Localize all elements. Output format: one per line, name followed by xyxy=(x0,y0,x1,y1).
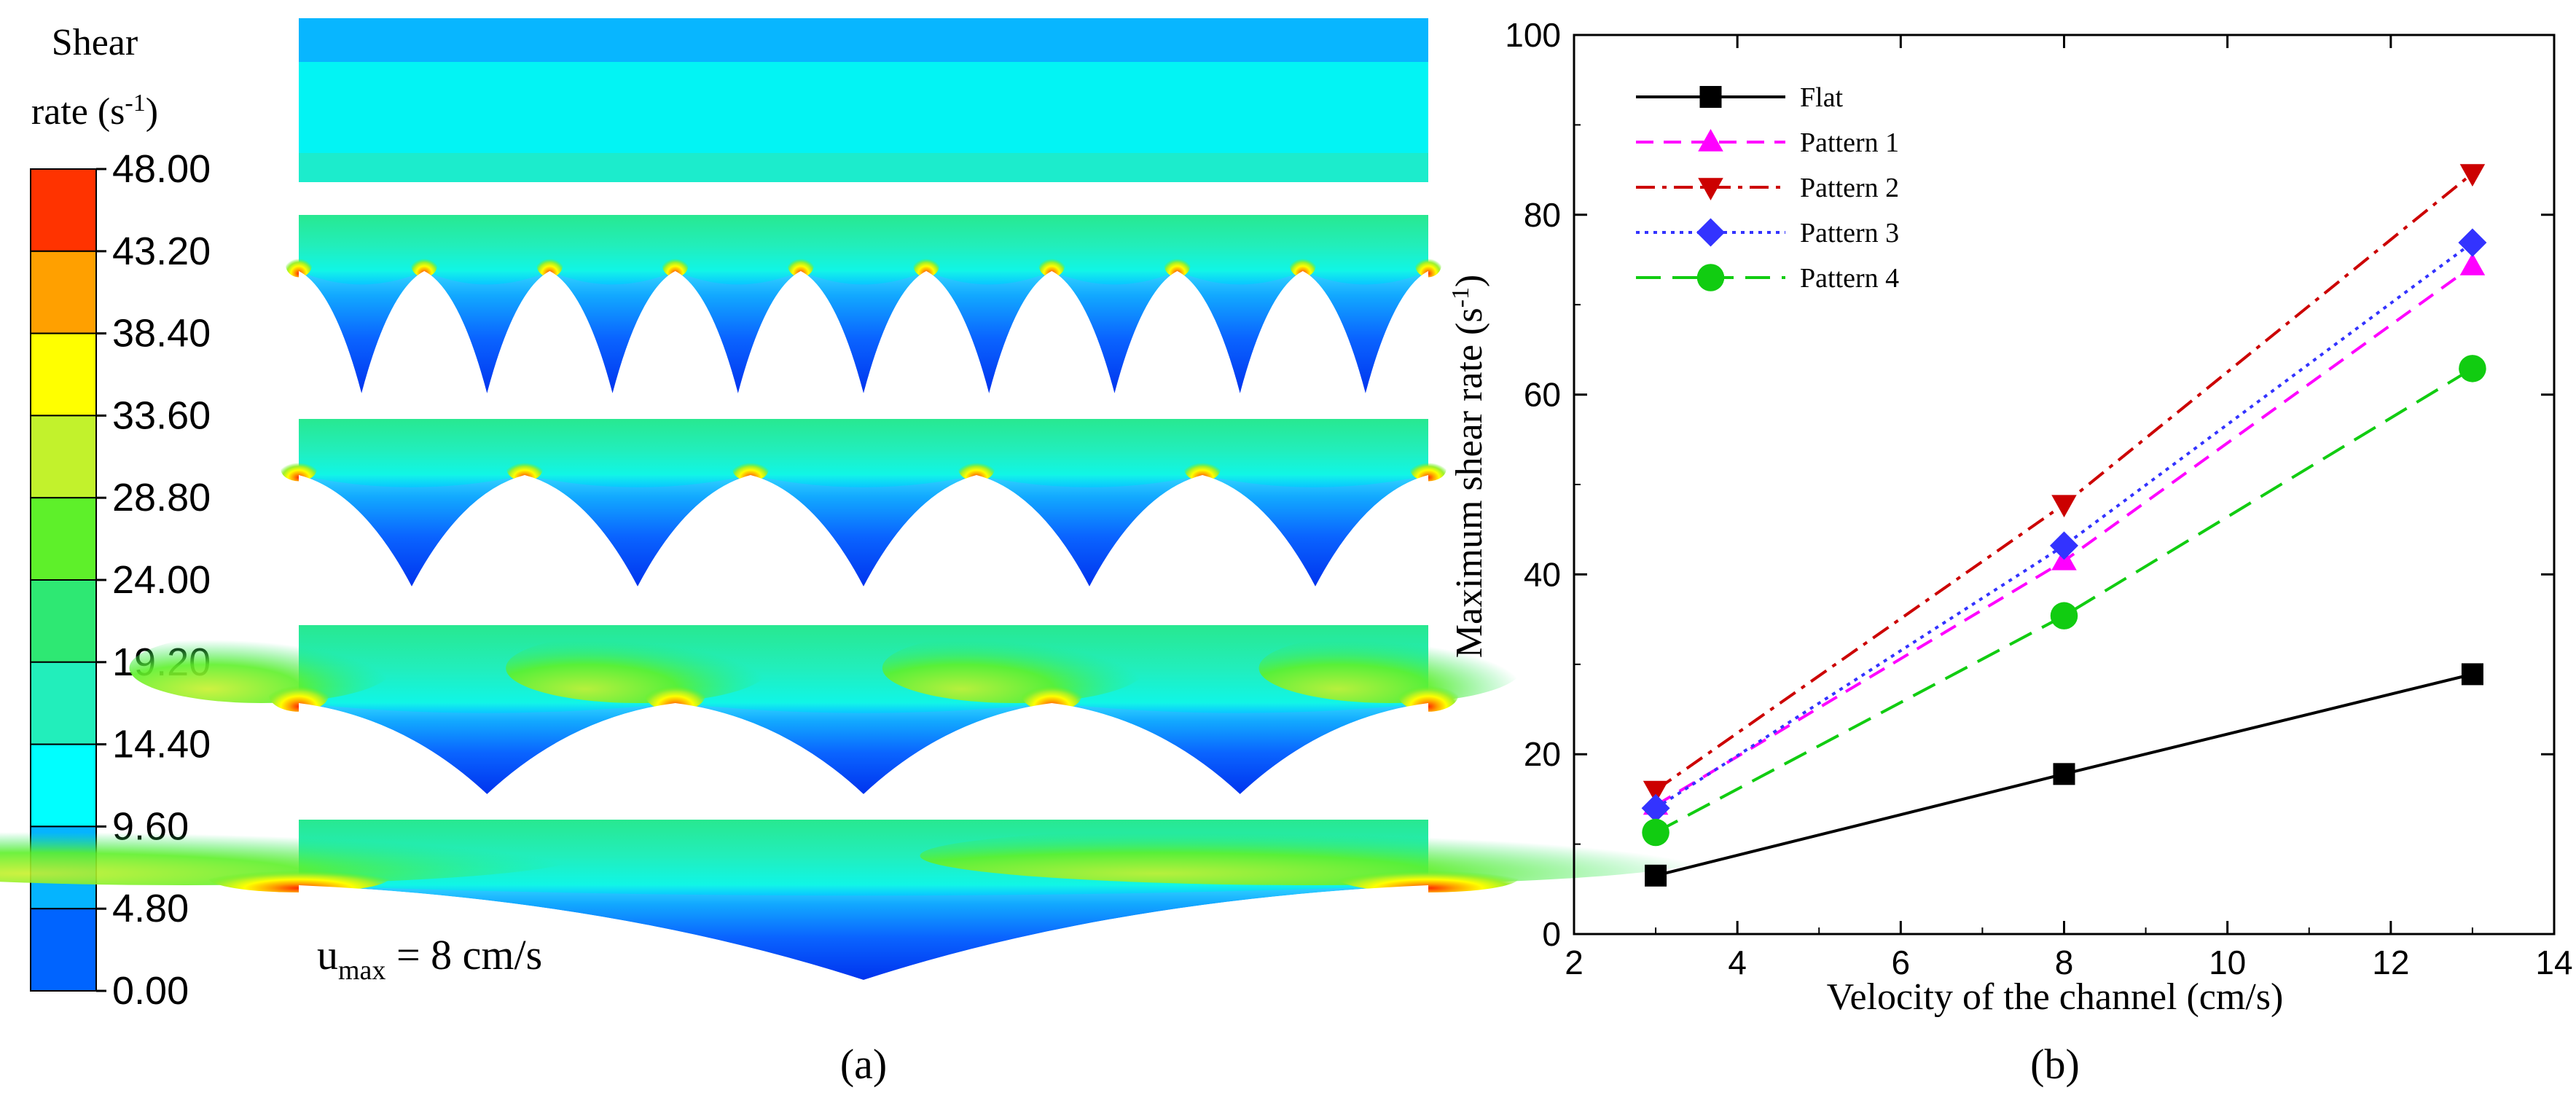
colorbar-swatch xyxy=(30,908,97,992)
colorbar-swatch xyxy=(30,332,97,417)
y-axis-label: Maximum shear rate (s-1) xyxy=(1447,275,1490,659)
legend-marker-pattern-1 xyxy=(1698,129,1723,152)
data-point-pattern-4 xyxy=(2459,355,2486,383)
colorbar-labels: 48.0043.2038.4033.6028.8024.0019.2014.40… xyxy=(96,147,211,1013)
data-point-pattern-2 xyxy=(1643,780,1669,804)
legend-marker-pattern-3 xyxy=(1696,218,1725,247)
y-tick-label: 40 xyxy=(1524,555,1561,593)
colorbar-title-line2: rate (s-1) xyxy=(31,90,158,133)
x-tick-label: 12 xyxy=(2372,944,2409,981)
y-tick-label: 20 xyxy=(1524,735,1561,773)
data-point-pattern-4 xyxy=(1642,818,1669,847)
colorbar-level-label: 4.80 xyxy=(112,887,189,930)
data-point-flat xyxy=(2053,763,2075,785)
colorbar-level-label: 33.60 xyxy=(112,393,211,437)
contour-pattern-1 xyxy=(286,215,1441,397)
x-tick-label: 4 xyxy=(1728,944,1747,981)
y-tick-label: 80 xyxy=(1524,196,1561,234)
y-tick-label: 100 xyxy=(1505,16,1561,54)
contour-pattern-4 xyxy=(0,820,1711,984)
colorbar-level-label: 28.80 xyxy=(112,476,211,519)
data-point-pattern-3 xyxy=(2458,228,2487,257)
colorbar-swatch xyxy=(30,579,97,663)
colorbar-swatch xyxy=(30,415,97,499)
contour-panels xyxy=(0,18,1711,984)
colorbar-swatch xyxy=(30,168,97,252)
data-point-pattern-4 xyxy=(2050,602,2078,629)
caption-a: (a) xyxy=(840,1040,887,1088)
x-tick-label: 14 xyxy=(2535,944,2572,981)
colorbar-swatch xyxy=(30,250,97,334)
contour-pattern-3 xyxy=(129,625,1523,798)
caption-b: (b) xyxy=(2030,1040,2080,1088)
legend-marker-pattern-4 xyxy=(1696,264,1725,291)
x-tick-label: 6 xyxy=(1892,944,1911,981)
velocity-label: umax = 8 cm/s xyxy=(317,931,542,986)
y-tick-label: 0 xyxy=(1542,915,1561,953)
colorbar-swatch xyxy=(30,743,97,828)
legend-label-pattern-4: Pattern 4 xyxy=(1800,263,1899,294)
colorbar-level-label: 38.40 xyxy=(112,312,211,356)
data-point-flat xyxy=(1645,864,1667,887)
y-tick-label: 60 xyxy=(1524,376,1561,414)
series-line-pattern-2 xyxy=(1654,172,2474,792)
series-line-pattern-3 xyxy=(1655,241,2474,809)
data-point-pattern-2 xyxy=(2459,164,2486,187)
colorbar-level-label: 14.40 xyxy=(112,723,211,766)
data-point-pattern-3 xyxy=(2050,531,2078,560)
colorbar-swatch xyxy=(30,497,97,581)
colorbar-level-label: 24.00 xyxy=(112,558,211,602)
legend: Flat Pattern 1 Pattern 2 Pattern 3 Pattern 4 xyxy=(1636,82,1899,294)
line-chart: 2 4 6 8 10 12 14 0 20 40 60 80 100 Flat Pattern 1 Patt… xyxy=(1505,16,2572,981)
data-point-flat xyxy=(2461,663,2483,686)
contour-pattern-2 xyxy=(281,419,1446,590)
colorbar-level-label: 0.00 xyxy=(112,969,189,1013)
data-point-pattern-1 xyxy=(2459,253,2486,275)
x-tick-label: 10 xyxy=(2209,944,2246,981)
colorbar-level-label: 48.00 xyxy=(112,147,211,191)
legend-marker-pattern-2 xyxy=(1698,178,1723,200)
data-point-pattern-2 xyxy=(2051,495,2077,518)
legend-marker-flat xyxy=(1699,86,1722,108)
colorbar-swatch xyxy=(30,661,97,745)
data-point-pattern-3 xyxy=(1641,793,1670,823)
x-tick-label: 2 xyxy=(1565,944,1583,981)
x-tick-label: 8 xyxy=(2055,944,2074,981)
legend-label-flat: Flat xyxy=(1800,82,1844,113)
series-line-pattern-4 xyxy=(1655,367,2473,834)
legend-label-pattern-1: Pattern 1 xyxy=(1800,128,1899,158)
colorbar-level-label: 43.20 xyxy=(112,230,211,273)
contour-flat xyxy=(299,18,1428,182)
legend-label-pattern-2: Pattern 2 xyxy=(1800,173,1899,203)
x-axis-label: Velocity of the channel (cm/s) xyxy=(1827,976,2284,1018)
colorbar-title-line1: Shear xyxy=(52,22,138,63)
legend-label-pattern-3: Pattern 3 xyxy=(1800,218,1899,248)
